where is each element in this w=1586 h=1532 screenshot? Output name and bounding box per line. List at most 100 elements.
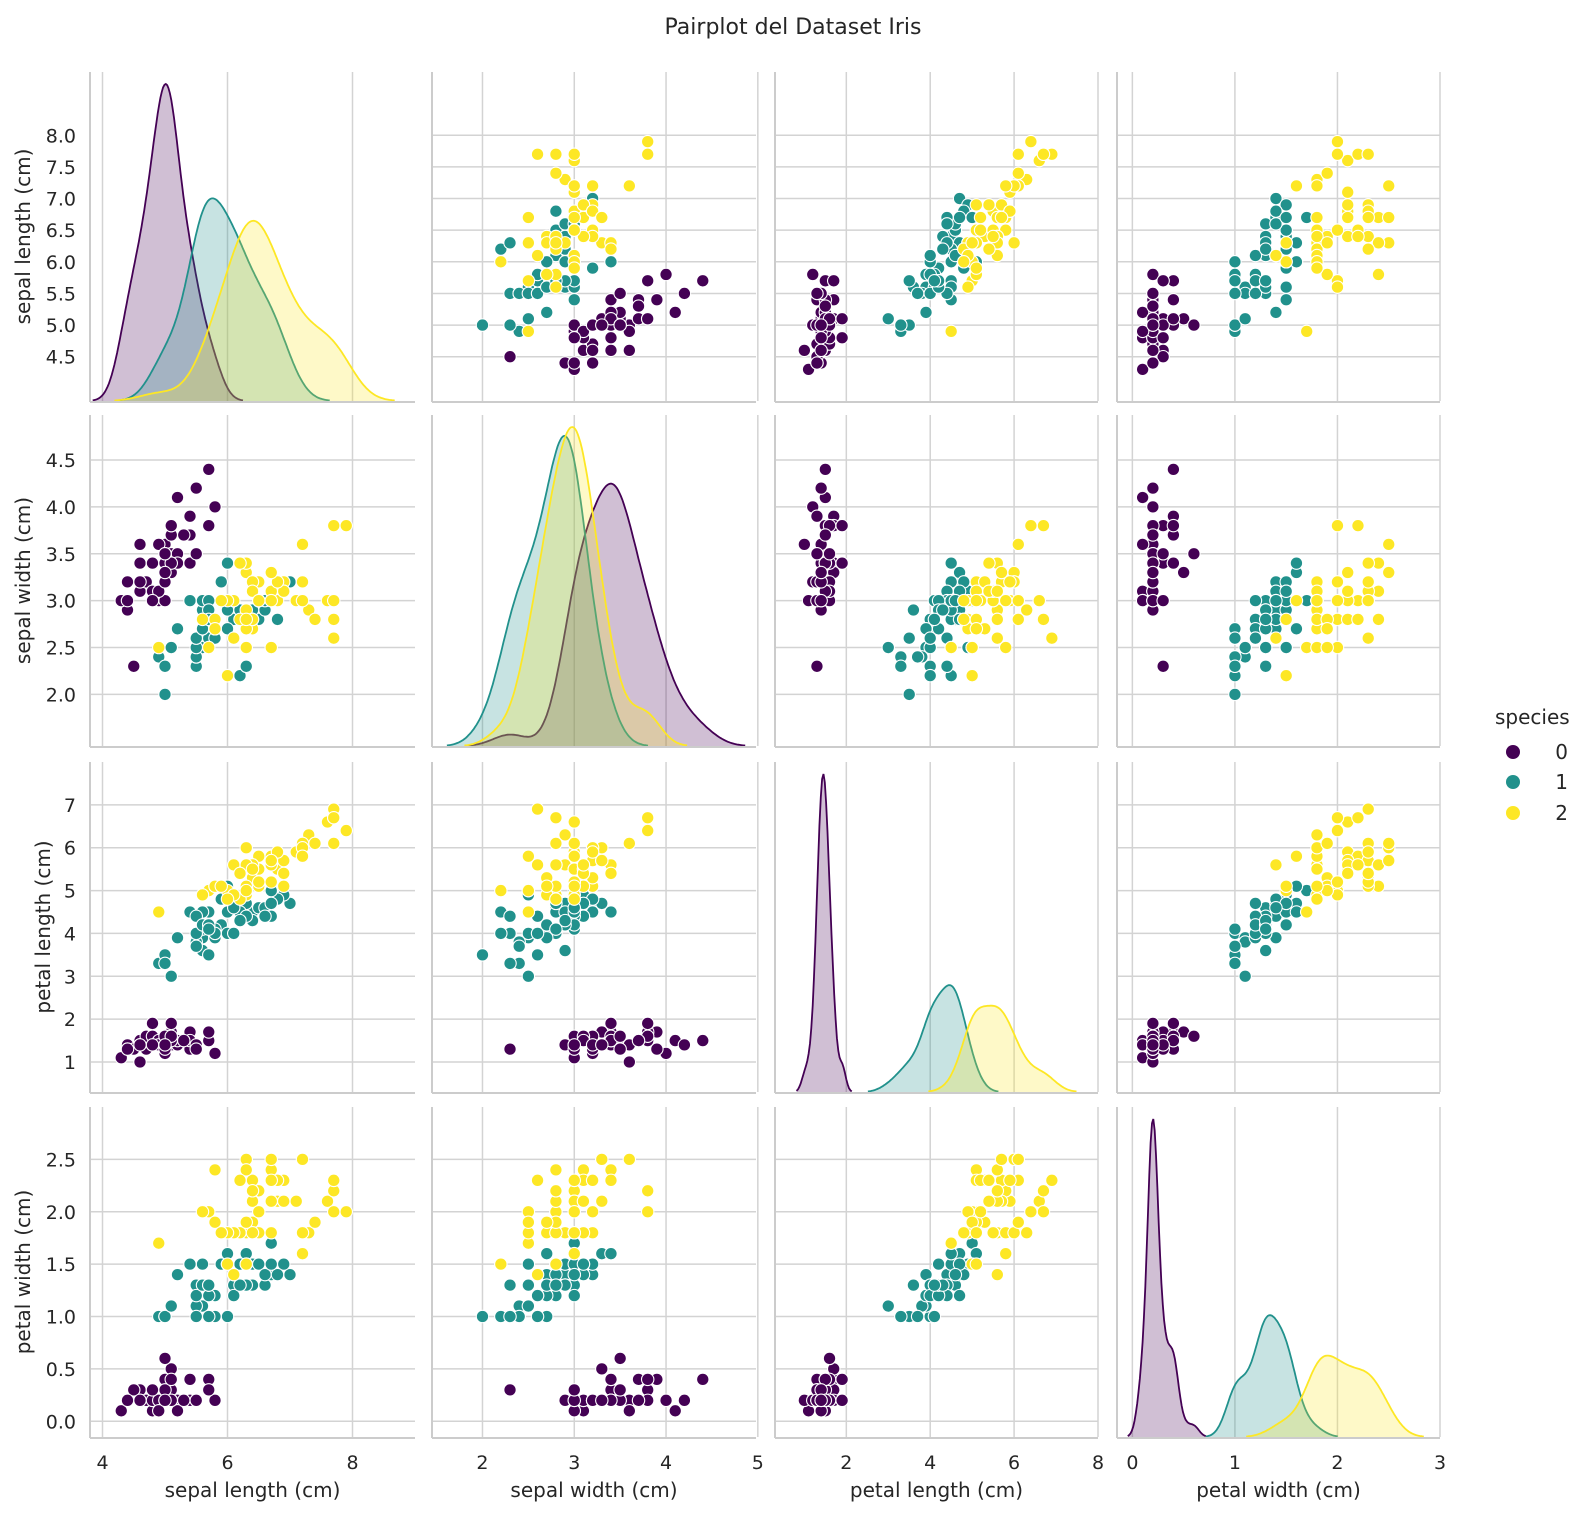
point-species-2 bbox=[1330, 147, 1345, 162]
point-species-2 bbox=[549, 810, 563, 825]
point-species-2 bbox=[1310, 892, 1324, 906]
x-tick-label: 2 bbox=[476, 1452, 488, 1474]
point-species-1 bbox=[202, 1309, 216, 1324]
point-species-2 bbox=[295, 1152, 310, 1167]
point-species-2 bbox=[973, 223, 988, 237]
point-species-0 bbox=[818, 462, 833, 477]
point-species-2 bbox=[1351, 612, 1365, 627]
point-species-2 bbox=[549, 858, 563, 872]
point-species-1 bbox=[549, 204, 563, 218]
point-species-2 bbox=[982, 556, 996, 570]
point-species-2 bbox=[1361, 147, 1375, 162]
point-species-2 bbox=[1361, 845, 1375, 859]
point-species-0 bbox=[822, 547, 837, 561]
x-tick-label: 4 bbox=[96, 1452, 108, 1474]
point-species-1 bbox=[927, 612, 942, 627]
point-species-1 bbox=[189, 631, 204, 645]
point-species-2 bbox=[1011, 612, 1026, 627]
point-species-1 bbox=[1269, 204, 1283, 218]
point-species-1 bbox=[881, 1299, 896, 1313]
point-species-0 bbox=[152, 537, 166, 552]
point-species-0 bbox=[604, 343, 618, 358]
point-species-1 bbox=[1228, 286, 1242, 301]
point-species-1 bbox=[1279, 293, 1293, 307]
point-species-2 bbox=[1330, 575, 1345, 589]
y-tick-label: 1.0 bbox=[46, 1307, 76, 1329]
point-species-0 bbox=[814, 593, 828, 608]
point-species-0 bbox=[810, 356, 824, 370]
legend-marker-2 bbox=[1506, 806, 1520, 820]
point-species-1 bbox=[936, 242, 950, 256]
point-species-2 bbox=[239, 640, 254, 655]
point-species-0 bbox=[164, 556, 179, 570]
point-species-0 bbox=[814, 330, 828, 345]
point-species-0 bbox=[177, 1393, 191, 1408]
y-tick-label: 6.5 bbox=[46, 220, 76, 242]
point-species-0 bbox=[189, 547, 204, 561]
point-species-2 bbox=[326, 1205, 341, 1219]
point-species-2 bbox=[986, 229, 1000, 244]
point-species-1 bbox=[881, 640, 896, 655]
point-species-2 bbox=[1320, 640, 1334, 655]
point-species-2 bbox=[585, 1205, 600, 1219]
point-species-2 bbox=[1011, 147, 1026, 162]
point-species-1 bbox=[923, 631, 937, 645]
point-species-1 bbox=[906, 1278, 921, 1292]
point-species-2 bbox=[1310, 179, 1324, 193]
point-species-2 bbox=[295, 537, 310, 552]
point-species-2 bbox=[530, 802, 545, 816]
point-species-2 bbox=[530, 858, 545, 872]
point-species-2 bbox=[982, 1173, 996, 1188]
point-species-2 bbox=[1340, 198, 1355, 212]
point-species-0 bbox=[1146, 500, 1160, 514]
point-species-2 bbox=[576, 229, 591, 244]
point-species-1 bbox=[940, 659, 954, 674]
point-species-0 bbox=[567, 330, 582, 345]
point-species-0 bbox=[120, 575, 135, 589]
point-species-0 bbox=[202, 1383, 216, 1397]
point-species-0 bbox=[1146, 286, 1160, 301]
point-species-2 bbox=[567, 1225, 582, 1240]
point-species-2 bbox=[1011, 1152, 1026, 1167]
point-species-0 bbox=[835, 311, 849, 326]
point-species-2 bbox=[208, 1163, 222, 1177]
point-species-1 bbox=[264, 896, 278, 911]
point-species-1 bbox=[239, 659, 254, 674]
point-species-0 bbox=[677, 1038, 692, 1052]
point-species-1 bbox=[1248, 631, 1263, 645]
point-species-1 bbox=[158, 956, 172, 971]
kde-fill-species-1 bbox=[1205, 1315, 1338, 1437]
point-species-2 bbox=[326, 612, 341, 627]
point-species-0 bbox=[1156, 659, 1170, 674]
point-species-2 bbox=[1340, 210, 1355, 225]
point-species-0 bbox=[133, 537, 147, 552]
point-species-0 bbox=[120, 1042, 135, 1056]
point-species-1 bbox=[604, 1246, 618, 1261]
point-species-1 bbox=[503, 956, 517, 971]
y-tick-label: 7.5 bbox=[46, 157, 76, 179]
point-species-2 bbox=[1003, 1173, 1017, 1188]
point-species-0 bbox=[810, 286, 824, 301]
point-species-2 bbox=[289, 1194, 303, 1209]
point-species-0 bbox=[145, 556, 160, 570]
y-tick-label: 2 bbox=[64, 1009, 76, 1031]
point-species-1 bbox=[521, 969, 536, 984]
point-species-2 bbox=[576, 198, 591, 212]
point-species-1 bbox=[530, 926, 545, 941]
point-species-2 bbox=[1279, 255, 1293, 269]
point-species-2 bbox=[227, 1267, 241, 1282]
point-species-2 bbox=[1019, 1225, 1034, 1240]
x-tick-label: 3 bbox=[568, 1452, 580, 1474]
point-species-2 bbox=[1340, 185, 1355, 199]
point-species-0 bbox=[120, 1393, 135, 1408]
point-species-0 bbox=[189, 481, 204, 495]
point-species-1 bbox=[270, 1267, 285, 1282]
point-species-1 bbox=[952, 1288, 967, 1303]
panel-petal-width-vs-sepal-length bbox=[89, 1107, 415, 1439]
point-species-2 bbox=[1289, 179, 1304, 193]
point-species-1 bbox=[503, 909, 517, 924]
point-species-2 bbox=[640, 134, 655, 149]
point-species-2 bbox=[264, 875, 278, 889]
point-species-2 bbox=[622, 179, 637, 193]
point-species-1 bbox=[1228, 318, 1242, 332]
